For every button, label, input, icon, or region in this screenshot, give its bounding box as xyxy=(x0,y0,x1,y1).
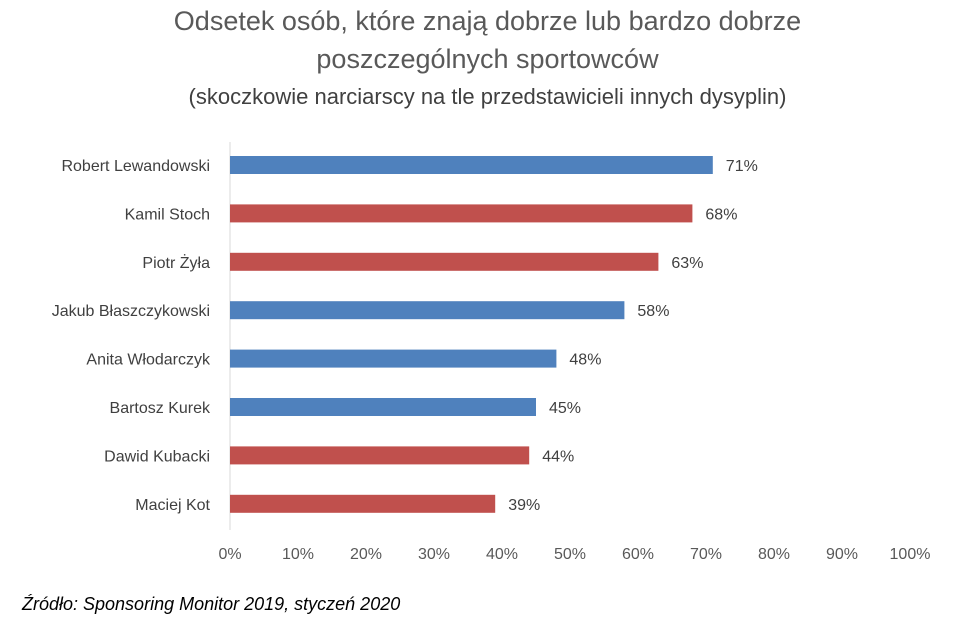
category-label: Kamil Stoch xyxy=(125,206,210,223)
x-tick-label: 0% xyxy=(218,546,241,563)
category-label: Bartosz Kurek xyxy=(110,400,211,417)
x-tick-label: 50% xyxy=(554,546,586,563)
chart-title: Odsetek osób, które znają dobrze lub bar… xyxy=(173,6,802,36)
category-label: Anita Włodarczyk xyxy=(86,352,211,369)
x-tick-label: 100% xyxy=(890,546,931,563)
data-label: 63% xyxy=(671,255,703,272)
x-tick-label: 70% xyxy=(690,546,722,563)
bar xyxy=(230,204,693,223)
bar xyxy=(230,301,625,320)
chart-title-line2: poszczególnych sportowców xyxy=(316,44,659,74)
bar xyxy=(230,398,536,416)
x-tick-label: 90% xyxy=(826,546,858,563)
data-label: 71% xyxy=(726,158,758,175)
data-label: 68% xyxy=(705,206,737,223)
data-label: 48% xyxy=(569,352,601,369)
data-label: 58% xyxy=(637,303,669,320)
category-label: Dawid Kubacki xyxy=(104,448,210,465)
category-label: Maciej Kot xyxy=(135,497,210,514)
data-label: 44% xyxy=(542,448,574,465)
data-label: 39% xyxy=(508,497,540,514)
bar xyxy=(230,156,713,174)
bar xyxy=(230,446,530,465)
x-tick-label: 20% xyxy=(350,546,382,563)
chart-subtitle: (skoczkowie narciarscy na tle przedstawi… xyxy=(188,84,787,109)
bar xyxy=(230,494,496,513)
category-label: Piotr Żyła xyxy=(142,253,210,272)
x-tick-label: 10% xyxy=(282,546,314,563)
x-tick-label: 80% xyxy=(758,546,790,563)
x-tick-label: 40% xyxy=(486,546,518,563)
x-tick-label: 30% xyxy=(418,546,450,563)
bar xyxy=(230,252,659,271)
category-label: Jakub Błaszczykowski xyxy=(52,303,210,320)
source-note: Źródło: Sponsoring Monitor 2019, styczeń… xyxy=(22,594,401,614)
data-label: 45% xyxy=(549,400,581,417)
category-label: Robert Lewandowski xyxy=(61,158,210,175)
x-tick-label: 60% xyxy=(622,546,654,563)
bar xyxy=(230,349,557,368)
